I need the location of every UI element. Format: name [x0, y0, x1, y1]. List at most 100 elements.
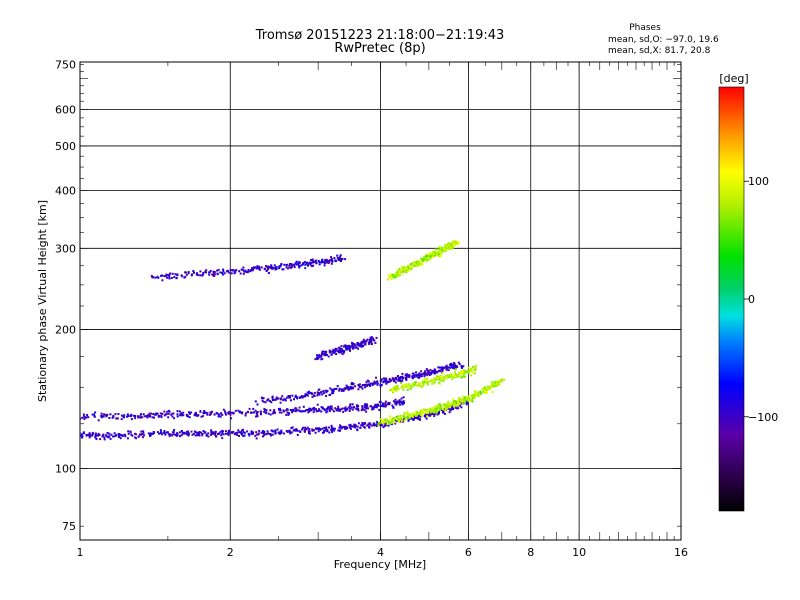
- data-point: [411, 411, 414, 414]
- data-point: [441, 408, 444, 411]
- data-point: [368, 426, 371, 429]
- data-point: [401, 267, 404, 270]
- data-point: [426, 369, 429, 372]
- data-point: [330, 426, 333, 429]
- data-point: [482, 390, 485, 393]
- data-point: [289, 396, 291, 399]
- data-point: [398, 402, 401, 405]
- data-point: [401, 375, 404, 378]
- data-point: [392, 400, 395, 403]
- data-point: [101, 415, 104, 418]
- data-point: [340, 260, 342, 262]
- data-point: [418, 260, 421, 263]
- data-point: [453, 366, 456, 369]
- data-point: [82, 431, 85, 434]
- data-point: [382, 402, 384, 405]
- data-point: [447, 405, 450, 408]
- data-point: [405, 374, 408, 377]
- data-point: [279, 265, 282, 267]
- data-point: [489, 386, 492, 388]
- data-point: [139, 413, 142, 416]
- data-point: [467, 399, 470, 402]
- data-point: [359, 342, 362, 345]
- data-point: [217, 415, 220, 418]
- data-point: [497, 383, 500, 386]
- data-point: [303, 410, 306, 413]
- data-point: [232, 411, 235, 414]
- data-point: [262, 397, 265, 400]
- data-point: [390, 273, 392, 276]
- data-point: [365, 407, 368, 410]
- data-point: [398, 379, 401, 382]
- data-point: [153, 416, 155, 419]
- data-point: [419, 261, 422, 264]
- data-point: [482, 386, 485, 389]
- data-point: [433, 406, 436, 409]
- data-point: [184, 271, 187, 274]
- data-point: [401, 385, 403, 388]
- data-point: [242, 431, 245, 433]
- data-point: [411, 413, 414, 416]
- data-point: [435, 405, 438, 408]
- data-point: [420, 385, 423, 387]
- data-point: [399, 377, 402, 379]
- data-point: [103, 436, 106, 439]
- data-point: [318, 388, 321, 391]
- colorbar-tick-label: −100: [748, 411, 778, 424]
- x-tick-label: 1: [77, 546, 84, 559]
- data-point: [182, 414, 185, 417]
- data-point: [290, 411, 293, 414]
- data-point: [375, 424, 378, 427]
- data-point: [440, 255, 442, 257]
- data-point: [255, 412, 258, 415]
- data-point: [280, 429, 283, 432]
- data-point: [410, 387, 412, 390]
- data-point: [362, 338, 365, 341]
- data-point: [235, 432, 238, 434]
- data-point: [494, 384, 496, 387]
- data-point: [355, 424, 357, 427]
- data-point: [390, 418, 393, 421]
- data-point: [398, 270, 401, 273]
- data-point: [351, 408, 354, 411]
- data-point: [396, 375, 399, 377]
- data-point: [413, 383, 416, 386]
- data-point: [324, 409, 326, 412]
- data-point: [142, 430, 145, 433]
- data-point: [367, 380, 370, 383]
- data-point: [294, 396, 297, 398]
- data-point: [306, 394, 309, 397]
- data-point: [330, 257, 333, 260]
- data-point: [127, 432, 130, 435]
- data-point: [122, 434, 124, 437]
- data-point: [140, 430, 143, 433]
- data-point: [357, 347, 360, 350]
- data-point: [187, 434, 190, 437]
- data-point: [374, 342, 377, 344]
- data-point: [465, 403, 468, 406]
- data-point: [469, 399, 472, 402]
- data-point: [194, 434, 197, 437]
- data-point: [288, 265, 291, 267]
- data-point: [405, 383, 408, 386]
- data-point: [180, 274, 183, 277]
- data-point: [488, 385, 491, 388]
- data-point: [428, 410, 431, 413]
- data-point: [103, 438, 106, 441]
- data-point: [331, 431, 334, 434]
- data-point: [87, 416, 90, 419]
- data-point: [129, 415, 132, 418]
- data-point: [388, 276, 391, 279]
- data-point: [365, 403, 368, 406]
- data-point: [387, 424, 390, 427]
- data-point: [332, 392, 335, 394]
- data-point: [398, 272, 400, 275]
- data-point: [484, 388, 487, 391]
- chart-subtitle: RwPretec (8p): [334, 41, 425, 56]
- data-point: [449, 375, 452, 378]
- data-point: [297, 262, 300, 265]
- data-point: [348, 348, 351, 351]
- data-point: [356, 425, 359, 428]
- data-point: [143, 434, 145, 437]
- data-point: [270, 434, 272, 437]
